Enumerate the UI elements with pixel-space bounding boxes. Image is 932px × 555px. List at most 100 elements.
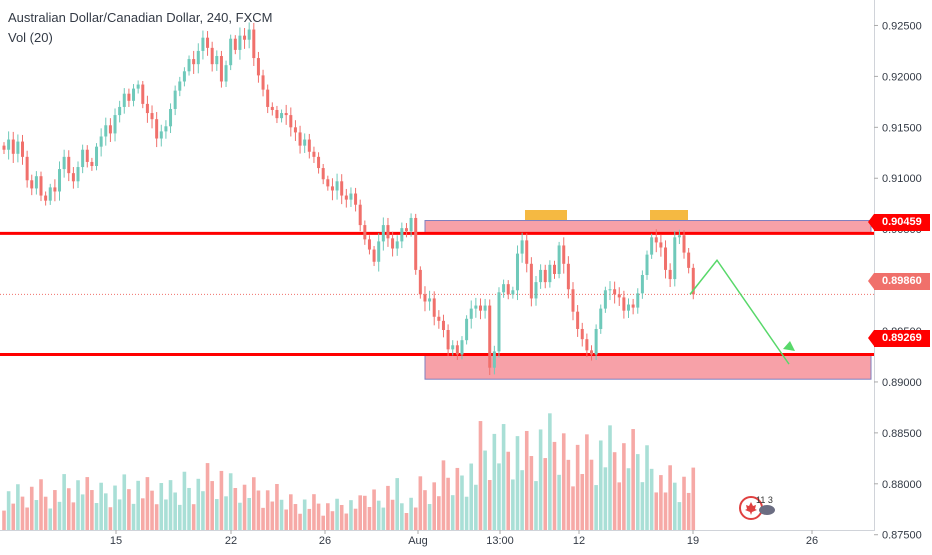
volume-bar: [85, 477, 90, 530]
candle: [640, 275, 644, 294]
volume-bar: [20, 496, 25, 530]
volume-bar: [534, 481, 538, 530]
volume-bar: [390, 499, 395, 530]
volume-bar: [29, 486, 34, 530]
time-tick-label: 26: [319, 535, 331, 547]
volume-bar: [43, 496, 48, 530]
candle: [599, 308, 603, 329]
candle: [39, 176, 43, 196]
candle: [307, 139, 311, 152]
volume-bar: [460, 475, 464, 530]
candle: [497, 292, 501, 352]
price-tick-label: 0.91000: [882, 173, 922, 185]
candle: [428, 298, 432, 302]
candle: [506, 284, 510, 295]
candle: [25, 156, 29, 181]
candle: [377, 241, 381, 262]
candle: [455, 345, 459, 355]
current-price-tag: 0.89860: [868, 273, 930, 290]
candle: [34, 176, 38, 189]
candle: [62, 156, 66, 170]
price-tick-label: 0.88000: [882, 479, 922, 491]
candle: [441, 320, 445, 330]
candle: [159, 131, 163, 139]
candle: [293, 127, 297, 133]
candle: [2, 145, 6, 150]
volume-bar: [326, 503, 330, 530]
volume-bar: [344, 513, 349, 530]
time-tick-label: 13:00: [486, 535, 514, 547]
volume-bar: [103, 493, 108, 530]
volume-bar: [335, 498, 339, 530]
volume-bar: [474, 484, 478, 530]
candle: [219, 56, 223, 82]
volume-bar: [381, 507, 386, 530]
price-tick-label: 0.92000: [882, 71, 922, 83]
candle: [150, 113, 154, 120]
candle: [67, 156, 71, 174]
candle: [529, 263, 533, 299]
volume-bar: [316, 503, 321, 530]
volume-bar: [214, 499, 219, 530]
candle: [95, 146, 99, 167]
candle: [270, 106, 274, 110]
candle: [474, 305, 478, 309]
candle: [668, 269, 672, 280]
candle: [446, 330, 450, 350]
volume-bar: [90, 490, 94, 530]
candle: [622, 297, 626, 311]
volume-bar: [242, 484, 247, 530]
volume-bar: [603, 467, 608, 530]
candle: [391, 238, 395, 249]
candle: [659, 242, 663, 248]
volume-bar: [663, 492, 668, 530]
volume-bar: [367, 506, 372, 530]
candle: [71, 173, 75, 182]
volume-bar: [372, 489, 376, 530]
time-tick-label: 15: [110, 535, 122, 547]
volume-bar: [349, 500, 353, 530]
candle: [483, 305, 487, 311]
volume-bar: [668, 465, 672, 530]
volume-bar: [219, 470, 224, 530]
candle: [201, 37, 205, 51]
candle: [178, 81, 182, 91]
candle: [404, 228, 408, 232]
candle: [677, 235, 681, 238]
volume-bar: [62, 474, 66, 530]
price-tick-label: 0.92500: [882, 20, 922, 32]
candle: [409, 217, 413, 232]
candle: [691, 267, 695, 295]
volume-bar: [682, 476, 686, 530]
volume-bar: [173, 492, 177, 530]
candle: [229, 38, 233, 66]
candle: [580, 328, 584, 340]
candle: [289, 115, 293, 128]
volume-bar: [11, 503, 16, 530]
candle: [534, 282, 538, 299]
candle: [247, 29, 251, 40]
price-tick-label: 0.91500: [882, 122, 922, 134]
candle: [414, 217, 418, 270]
candle: [113, 115, 117, 134]
resistance-zone: [424, 220, 872, 234]
candle: [525, 240, 529, 264]
volume-bar: [464, 496, 469, 530]
candle: [367, 239, 371, 250]
volume-bar: [612, 452, 617, 530]
volume-bar: [492, 433, 497, 530]
candle: [243, 35, 247, 40]
volume-bar: [25, 507, 29, 530]
candle: [252, 29, 256, 59]
candle: [465, 318, 469, 341]
volume-bar: [122, 474, 127, 530]
candle: [566, 263, 570, 290]
logo-text: 11 3: [756, 495, 773, 505]
volume-bar: [2, 510, 6, 530]
candle: [182, 71, 186, 82]
candle: [631, 304, 635, 308]
candle: [187, 59, 191, 72]
volume-bar: [293, 504, 298, 530]
candle: [515, 253, 519, 291]
